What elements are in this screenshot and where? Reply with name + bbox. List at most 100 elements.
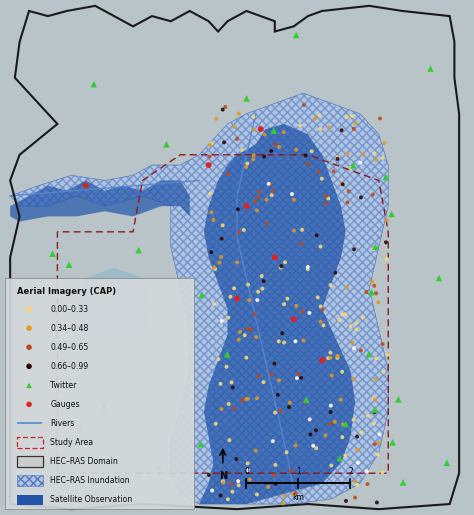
Point <box>300 336 307 345</box>
Point <box>328 371 336 380</box>
Point <box>339 420 347 428</box>
Point <box>278 262 285 270</box>
Point <box>297 240 305 248</box>
Point <box>205 471 213 479</box>
Point <box>255 187 263 196</box>
Point <box>219 478 227 487</box>
Point <box>306 415 313 423</box>
Point <box>271 359 278 368</box>
Point <box>339 180 346 188</box>
Point <box>374 450 382 458</box>
Point <box>253 394 261 402</box>
Point <box>372 375 379 383</box>
Point <box>283 295 291 303</box>
Point <box>338 368 346 376</box>
Point <box>225 314 232 322</box>
Point <box>207 190 214 198</box>
Point <box>274 391 282 399</box>
Point <box>370 245 377 253</box>
Point <box>375 438 383 447</box>
Point <box>427 64 434 73</box>
Point <box>334 352 341 360</box>
Point <box>298 226 306 234</box>
Point <box>373 156 380 164</box>
Point <box>258 272 265 280</box>
Point <box>206 141 214 149</box>
Point <box>25 343 33 351</box>
Point <box>336 454 344 462</box>
Point <box>271 253 279 262</box>
Point <box>327 281 334 289</box>
Point <box>254 296 261 304</box>
Point <box>257 125 264 133</box>
Point <box>304 265 311 273</box>
Point <box>219 106 227 114</box>
Point <box>338 433 346 441</box>
Point <box>336 316 343 324</box>
Point <box>258 284 266 293</box>
Point <box>292 31 300 39</box>
Text: Study Area: Study Area <box>50 438 93 447</box>
Point <box>233 455 240 463</box>
Point <box>324 194 332 202</box>
Point <box>388 210 395 218</box>
Point <box>275 143 283 151</box>
Point <box>359 313 367 321</box>
Point <box>208 208 215 216</box>
Point <box>208 140 215 148</box>
Point <box>327 402 335 410</box>
Point <box>435 274 443 282</box>
Point <box>379 154 387 162</box>
Point <box>100 402 108 410</box>
Point <box>342 420 349 428</box>
Point <box>205 471 213 479</box>
Point <box>212 420 219 428</box>
Point <box>292 146 300 154</box>
Point <box>331 269 339 277</box>
Point <box>302 151 310 160</box>
Point <box>308 147 316 156</box>
Point <box>276 407 284 415</box>
Point <box>252 333 260 341</box>
Point <box>253 490 261 499</box>
Point <box>251 197 258 205</box>
Point <box>275 376 283 384</box>
Point <box>77 425 84 434</box>
Point <box>221 103 229 111</box>
Point <box>365 411 372 420</box>
Point <box>318 356 326 364</box>
Point <box>363 467 371 475</box>
Point <box>293 374 301 382</box>
Point <box>351 493 359 502</box>
Point <box>261 130 268 139</box>
Point <box>383 255 391 263</box>
Point <box>55 471 63 479</box>
Point <box>57 340 64 349</box>
Point <box>264 483 272 491</box>
Text: 1: 1 <box>296 467 301 476</box>
Point <box>376 114 384 123</box>
Point <box>210 216 217 224</box>
Point <box>212 115 220 123</box>
Point <box>281 258 289 266</box>
Point <box>354 459 362 467</box>
Point <box>225 170 232 178</box>
Point <box>334 153 341 161</box>
Point <box>220 138 228 146</box>
Point <box>269 437 277 445</box>
Point <box>210 263 218 271</box>
Bar <box>17 437 43 448</box>
Point <box>135 246 142 254</box>
Point <box>331 418 339 426</box>
Point <box>206 152 213 161</box>
Text: km: km <box>292 493 304 502</box>
Point <box>350 245 358 253</box>
Point <box>372 289 380 297</box>
Point <box>372 243 379 251</box>
Point <box>233 135 241 143</box>
Polygon shape <box>10 180 190 221</box>
Point <box>327 420 334 428</box>
Point <box>275 337 283 346</box>
Point <box>246 475 254 484</box>
Point <box>278 329 286 337</box>
